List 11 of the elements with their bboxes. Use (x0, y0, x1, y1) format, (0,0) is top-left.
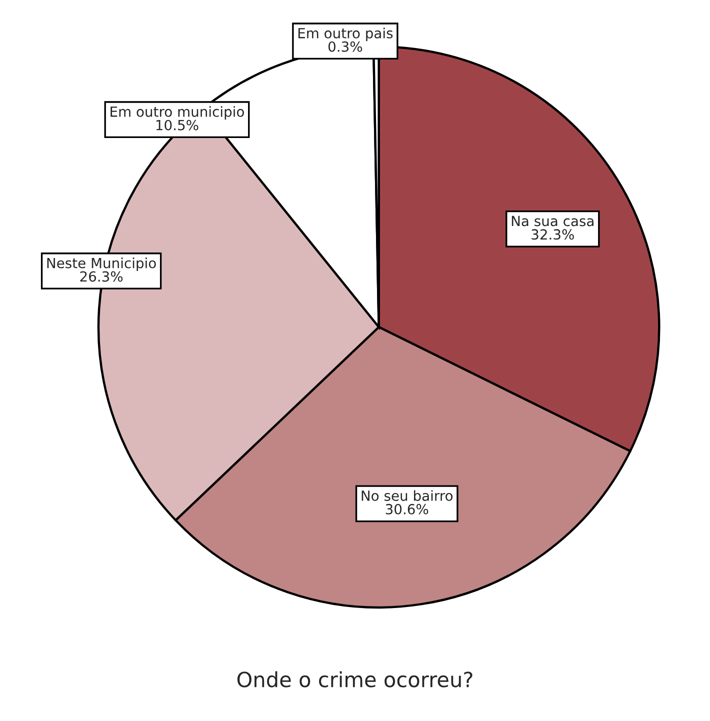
data-label: 26.3% (80, 271, 123, 282)
slice-label: Neste Municipio (47, 258, 156, 271)
slice-label: Em outro municipio (110, 106, 244, 120)
text: Onde o crime ocorreu? (237, 671, 472, 688)
data-label: 0.3% (328, 41, 362, 52)
data-label: 32.3% (532, 229, 574, 240)
slice-label: Em outro pais (298, 28, 393, 42)
data-label: 30.6% (386, 504, 428, 514)
slice-label: No seu bairro (362, 490, 453, 501)
data-label: 10.5% (156, 120, 198, 130)
slice-label: Na sua casa (512, 216, 594, 226)
